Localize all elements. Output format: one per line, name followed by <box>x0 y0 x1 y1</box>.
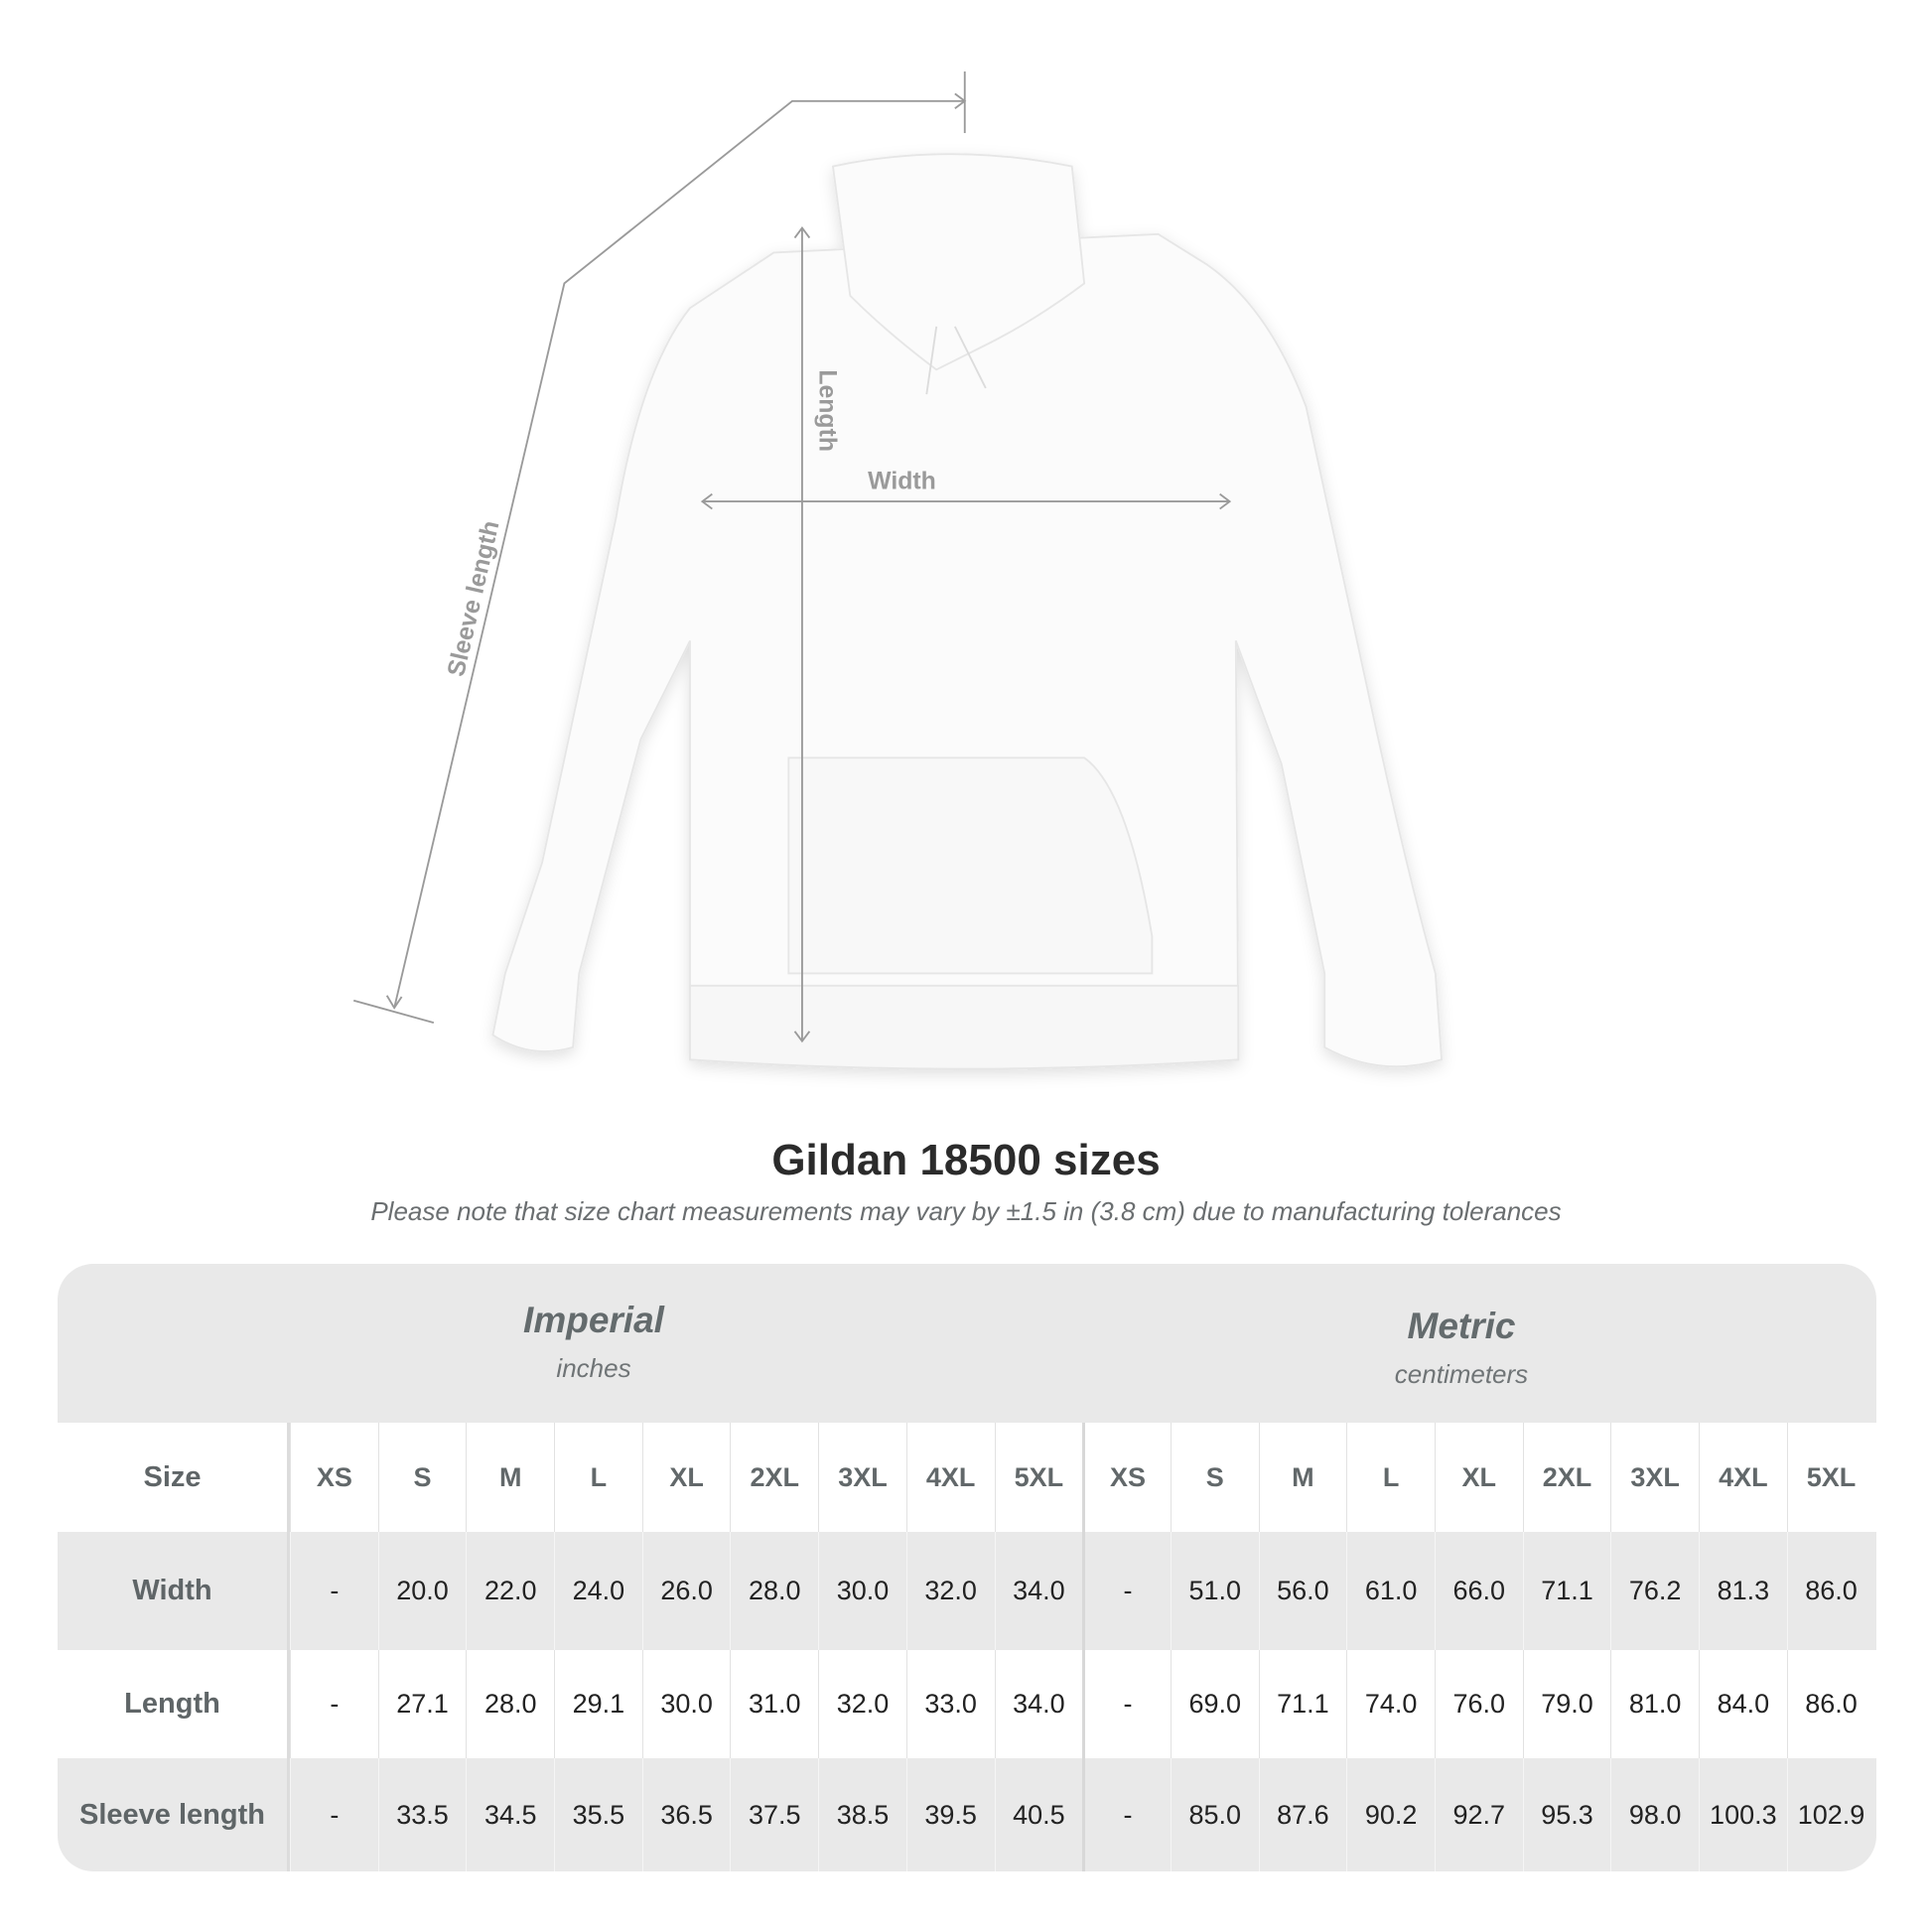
value-cell: 30.0 <box>818 1532 906 1650</box>
value-cell: - <box>1082 1532 1171 1650</box>
value-cell: 71.1 <box>1522 1532 1611 1650</box>
width-label: Width <box>868 469 936 495</box>
value-cell: 76.2 <box>1610 1532 1699 1650</box>
table-row-width: Width -20.0 22.0 24.0 26.0 28.0 30.0 32.0 34.0-5… <box>58 1532 1876 1650</box>
size-header-cell: L <box>1346 1423 1435 1532</box>
value-cell: 33.5 <box>377 1758 467 1871</box>
measurement-lines <box>352 70 1232 1043</box>
size-header-cell: 5XL <box>994 1423 1083 1532</box>
value-cell: 74.0 <box>1346 1650 1435 1758</box>
value-cell: - <box>290 1758 378 1871</box>
size-header-cell: 2XL <box>1522 1423 1611 1532</box>
value-cell: 92.7 <box>1434 1758 1523 1871</box>
value-cell: 90.2 <box>1346 1758 1435 1871</box>
value-cell: 81.3 <box>1699 1532 1787 1650</box>
value-cell: 33.0 <box>905 1650 995 1758</box>
hoodie-measurement-diagram: Sleeve length Length Width <box>352 70 1444 1070</box>
table-row-size: Size XS S M L XL 2XL 3XL 4XL 5XL XS S M L XL 2XL 3XL 4XL 5… <box>58 1423 1876 1532</box>
value-cell: 28.0 <box>466 1650 554 1758</box>
size-header-cell: S <box>377 1423 467 1532</box>
value-cell: 51.0 <box>1170 1532 1259 1650</box>
value-cell: 31.0 <box>730 1650 818 1758</box>
value-cell: 40.5 <box>994 1758 1083 1871</box>
value-cell: 32.0 <box>818 1650 906 1758</box>
value-cell: 34.0 <box>994 1650 1083 1758</box>
value-cell: 36.5 <box>641 1758 731 1871</box>
row-label: Size <box>58 1423 290 1532</box>
value-cell: - <box>290 1532 378 1650</box>
chart-title: Gildan 18500 sizes <box>771 1136 1161 1184</box>
value-cell: 95.3 <box>1522 1758 1611 1871</box>
table-row-sleeve-length: Sleeve length -33.5 34.5 35.5 36.5 37.5 38.5 39… <box>58 1758 1876 1871</box>
unit-header: Imperial inches Metric centimeters <box>58 1264 1876 1423</box>
row-label: Sleeve length <box>58 1758 290 1871</box>
value-cell: 32.0 <box>905 1532 995 1650</box>
size-header-cell: 4XL <box>905 1423 995 1532</box>
value-cell: 98.0 <box>1610 1758 1699 1871</box>
imperial-unit: inches <box>556 1353 631 1383</box>
size-header-cell: 3XL <box>818 1423 906 1532</box>
value-cell: 87.6 <box>1258 1758 1347 1871</box>
metric-unit: centimeters <box>1394 1359 1529 1389</box>
imperial-header: Imperial inches <box>345 1300 842 1384</box>
value-cell: 61.0 <box>1346 1532 1435 1650</box>
value-cell: 69.0 <box>1170 1650 1259 1758</box>
value-cell: 56.0 <box>1258 1532 1347 1650</box>
value-cell: 100.3 <box>1699 1758 1787 1871</box>
metric-header: Metric centimeters <box>1213 1306 1710 1390</box>
value-cell: 30.0 <box>641 1650 731 1758</box>
value-cell: 71.1 <box>1258 1650 1347 1758</box>
hoodie-image <box>491 153 1444 1070</box>
value-cell: 26.0 <box>641 1532 731 1650</box>
value-cell: 20.0 <box>377 1532 467 1650</box>
value-cell: 27.1 <box>377 1650 467 1758</box>
value-cell: 102.9 <box>1786 1758 1875 1871</box>
sleeve-length-label: Sleeve length <box>443 518 504 679</box>
value-cell: 29.1 <box>554 1650 642 1758</box>
value-cell: 85.0 <box>1170 1758 1259 1871</box>
size-header-cell: M <box>466 1423 554 1532</box>
value-cell: 39.5 <box>905 1758 995 1871</box>
value-cell: 37.5 <box>730 1758 818 1871</box>
value-cell: 28.0 <box>730 1532 818 1650</box>
value-cell: 66.0 <box>1434 1532 1523 1650</box>
value-cell: 79.0 <box>1522 1650 1611 1758</box>
imperial-title: Imperial <box>523 1300 664 1340</box>
value-cell: - <box>1082 1758 1171 1871</box>
size-header-cell: XS <box>1082 1423 1171 1532</box>
size-header-cell: XS <box>290 1423 378 1532</box>
value-cell: - <box>1082 1650 1171 1758</box>
value-cell: 35.5 <box>554 1758 642 1871</box>
value-cell: 34.5 <box>466 1758 554 1871</box>
size-header-cell: XL <box>641 1423 731 1532</box>
value-cell: 86.0 <box>1786 1532 1875 1650</box>
size-header-cell: 3XL <box>1610 1423 1699 1532</box>
value-cell: 38.5 <box>818 1758 906 1871</box>
value-cell: 22.0 <box>466 1532 554 1650</box>
value-cell: 76.0 <box>1434 1650 1523 1758</box>
size-header-cell: L <box>554 1423 642 1532</box>
value-cell: - <box>290 1650 378 1758</box>
size-table: Imperial inches Metric centimeters Size X… <box>58 1264 1876 1871</box>
tolerance-note: Please note that size chart measurements… <box>370 1196 1562 1226</box>
length-label: Length <box>813 369 840 452</box>
size-header-cell: S <box>1170 1423 1259 1532</box>
value-cell: 34.0 <box>994 1532 1083 1650</box>
table-row-length: Length -27.1 28.0 29.1 30.0 31.0 32.0 33.0 34.0-… <box>58 1650 1876 1758</box>
size-header-cell: M <box>1258 1423 1347 1532</box>
row-label: Width <box>58 1532 290 1650</box>
value-cell: 24.0 <box>554 1532 642 1650</box>
metric-title: Metric <box>1407 1306 1516 1346</box>
value-cell: 86.0 <box>1786 1650 1875 1758</box>
size-header-cell: 2XL <box>730 1423 818 1532</box>
size-header-cell: 4XL <box>1699 1423 1787 1532</box>
row-label: Length <box>58 1650 290 1758</box>
size-header-cell: XL <box>1434 1423 1523 1532</box>
value-cell: 81.0 <box>1610 1650 1699 1758</box>
value-cell: 84.0 <box>1699 1650 1787 1758</box>
size-header-cell: 5XL <box>1786 1423 1875 1532</box>
